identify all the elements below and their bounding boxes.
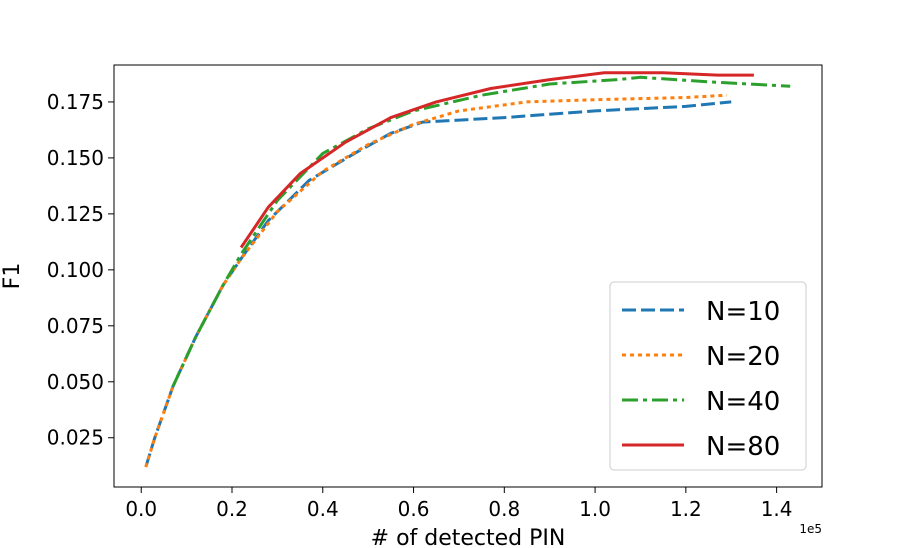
legend: N=10 N=20 N=40 N=80 — [609, 281, 807, 471]
x-tick-label: 0.2 — [216, 497, 248, 521]
x-axis-label: # of detected PIN — [371, 526, 566, 548]
y-axis-label: F1 — [0, 263, 25, 290]
x-tick-label: 1.0 — [579, 497, 611, 521]
x-axis-ticks: 0.0 0.2 0.4 0.6 0.8 1.0 1.2 1.4 — [125, 487, 793, 521]
y-tick-label: 0.075 — [47, 314, 104, 338]
y-axis-ticks: 0.025 0.050 0.075 0.100 0.125 0.150 0.175 — [47, 90, 114, 450]
y-tick-label: 0.050 — [47, 370, 104, 394]
plot-frame — [113, 64, 823, 488]
x-tick-label: 0.4 — [307, 497, 339, 521]
series-line-n40 — [171, 75, 791, 387]
series-line-n10 — [144, 100, 732, 468]
legend-label-n40: N=40 — [706, 387, 780, 417]
x-axis-offset-text: 1e5 — [799, 522, 822, 536]
y-tick-label: 0.175 — [47, 90, 104, 114]
x-tick-label: 1.2 — [670, 497, 702, 521]
legend-frame — [609, 281, 807, 471]
x-tick-label: 0.0 — [125, 497, 157, 521]
y-tick-label: 0.150 — [47, 146, 104, 170]
x-tick-label: 0.6 — [398, 497, 430, 521]
y-tick-label: 0.025 — [47, 426, 104, 450]
y-tick-label: 0.125 — [47, 202, 104, 226]
series-lines — [144, 71, 791, 468]
legend-label-n80: N=80 — [706, 432, 780, 462]
x-tick-label: 0.8 — [488, 497, 520, 521]
y-tick-label: 0.100 — [47, 258, 104, 282]
x-tick-label: 1.4 — [761, 497, 793, 521]
legend-label-n20: N=20 — [706, 342, 780, 372]
series-line-n80 — [239, 71, 754, 249]
legend-label-n10: N=10 — [706, 297, 780, 327]
